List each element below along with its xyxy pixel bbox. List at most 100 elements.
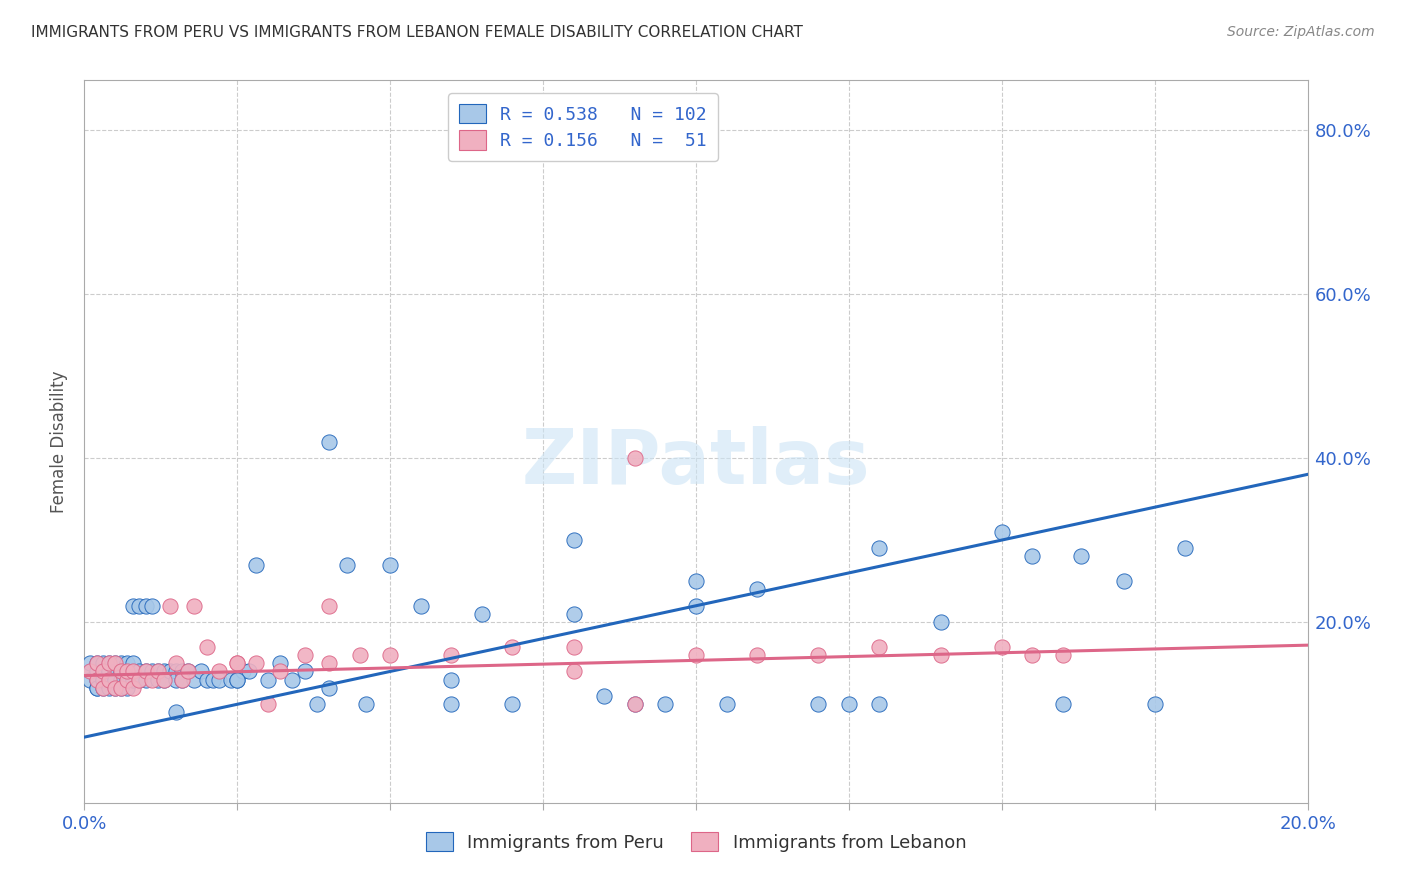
Point <box>115 657 138 671</box>
Point <box>716 698 738 712</box>
Point <box>807 648 830 662</box>
Point <box>91 681 114 695</box>
Point <box>257 698 280 712</box>
Point <box>869 541 891 556</box>
Point <box>115 665 138 679</box>
Point <box>195 673 218 687</box>
Point <box>380 648 402 662</box>
Point <box>128 673 150 687</box>
Point <box>115 681 138 695</box>
Point <box>122 599 145 613</box>
Point <box>110 657 132 671</box>
Point <box>869 640 891 654</box>
Point <box>115 665 138 679</box>
Point <box>104 673 127 687</box>
Text: IMMIGRANTS FROM PERU VS IMMIGRANTS FROM LEBANON FEMALE DISABILITY CORRELATION CH: IMMIGRANTS FROM PERU VS IMMIGRANTS FROM … <box>31 25 803 40</box>
Point <box>281 673 304 687</box>
Point <box>208 673 231 687</box>
Point <box>929 648 952 662</box>
Y-axis label: Female Disability: Female Disability <box>51 370 69 513</box>
Point <box>257 673 280 687</box>
Point <box>86 665 108 679</box>
Point <box>929 615 952 630</box>
Point <box>110 681 132 695</box>
Point <box>1052 698 1074 712</box>
Point <box>135 665 157 679</box>
Point <box>97 657 120 671</box>
Point <box>91 665 114 679</box>
Point <box>115 673 138 687</box>
Point <box>97 681 120 695</box>
Point <box>97 673 120 687</box>
Point <box>502 640 524 654</box>
Point <box>195 640 218 654</box>
Point <box>91 673 114 687</box>
Point <box>172 665 194 679</box>
Point <box>305 698 328 712</box>
Point <box>159 599 181 613</box>
Point <box>122 657 145 671</box>
Legend: Immigrants from Peru, Immigrants from Lebanon: Immigrants from Peru, Immigrants from Le… <box>419 824 973 859</box>
Point <box>79 657 101 671</box>
Point <box>991 524 1014 539</box>
Point <box>245 657 267 671</box>
Point <box>91 657 114 671</box>
Point <box>318 599 340 613</box>
Point <box>104 657 127 671</box>
Point <box>177 665 200 679</box>
Point <box>91 665 114 679</box>
Point <box>201 673 224 687</box>
Point <box>104 673 127 687</box>
Point <box>294 648 316 662</box>
Point <box>79 665 101 679</box>
Point <box>115 673 138 687</box>
Point <box>1143 698 1166 712</box>
Point <box>226 657 249 671</box>
Point <box>122 673 145 687</box>
Point <box>685 574 707 588</box>
Point <box>110 673 132 687</box>
Point <box>79 673 101 687</box>
Point <box>183 673 205 687</box>
Point <box>440 673 463 687</box>
Point <box>562 607 585 621</box>
Point <box>471 607 494 621</box>
Point <box>245 558 267 572</box>
Point <box>165 665 187 679</box>
Point <box>593 689 616 703</box>
Point <box>86 657 108 671</box>
Point <box>440 648 463 662</box>
Point <box>165 657 187 671</box>
Point <box>122 665 145 679</box>
Point <box>219 673 242 687</box>
Point <box>135 673 157 687</box>
Point <box>624 450 647 465</box>
Point <box>97 673 120 687</box>
Point <box>238 665 260 679</box>
Point <box>318 681 340 695</box>
Point <box>135 665 157 679</box>
Point <box>104 657 127 671</box>
Point <box>1070 549 1092 564</box>
Text: Source: ZipAtlas.com: Source: ZipAtlas.com <box>1227 25 1375 39</box>
Point <box>86 673 108 687</box>
Point <box>97 665 120 679</box>
Point <box>1021 549 1043 564</box>
Point <box>79 665 101 679</box>
Point <box>208 665 231 679</box>
Point <box>86 681 108 695</box>
Point <box>172 673 194 687</box>
Point <box>104 681 127 695</box>
Point <box>318 434 340 449</box>
Text: ZIPatlas: ZIPatlas <box>522 426 870 500</box>
Point <box>349 648 371 662</box>
Point <box>747 648 769 662</box>
Point <box>165 673 187 687</box>
Point <box>165 706 187 720</box>
Point <box>141 673 163 687</box>
Point <box>562 640 585 654</box>
Point <box>294 665 316 679</box>
Point <box>380 558 402 572</box>
Point <box>1114 574 1136 588</box>
Point <box>135 599 157 613</box>
